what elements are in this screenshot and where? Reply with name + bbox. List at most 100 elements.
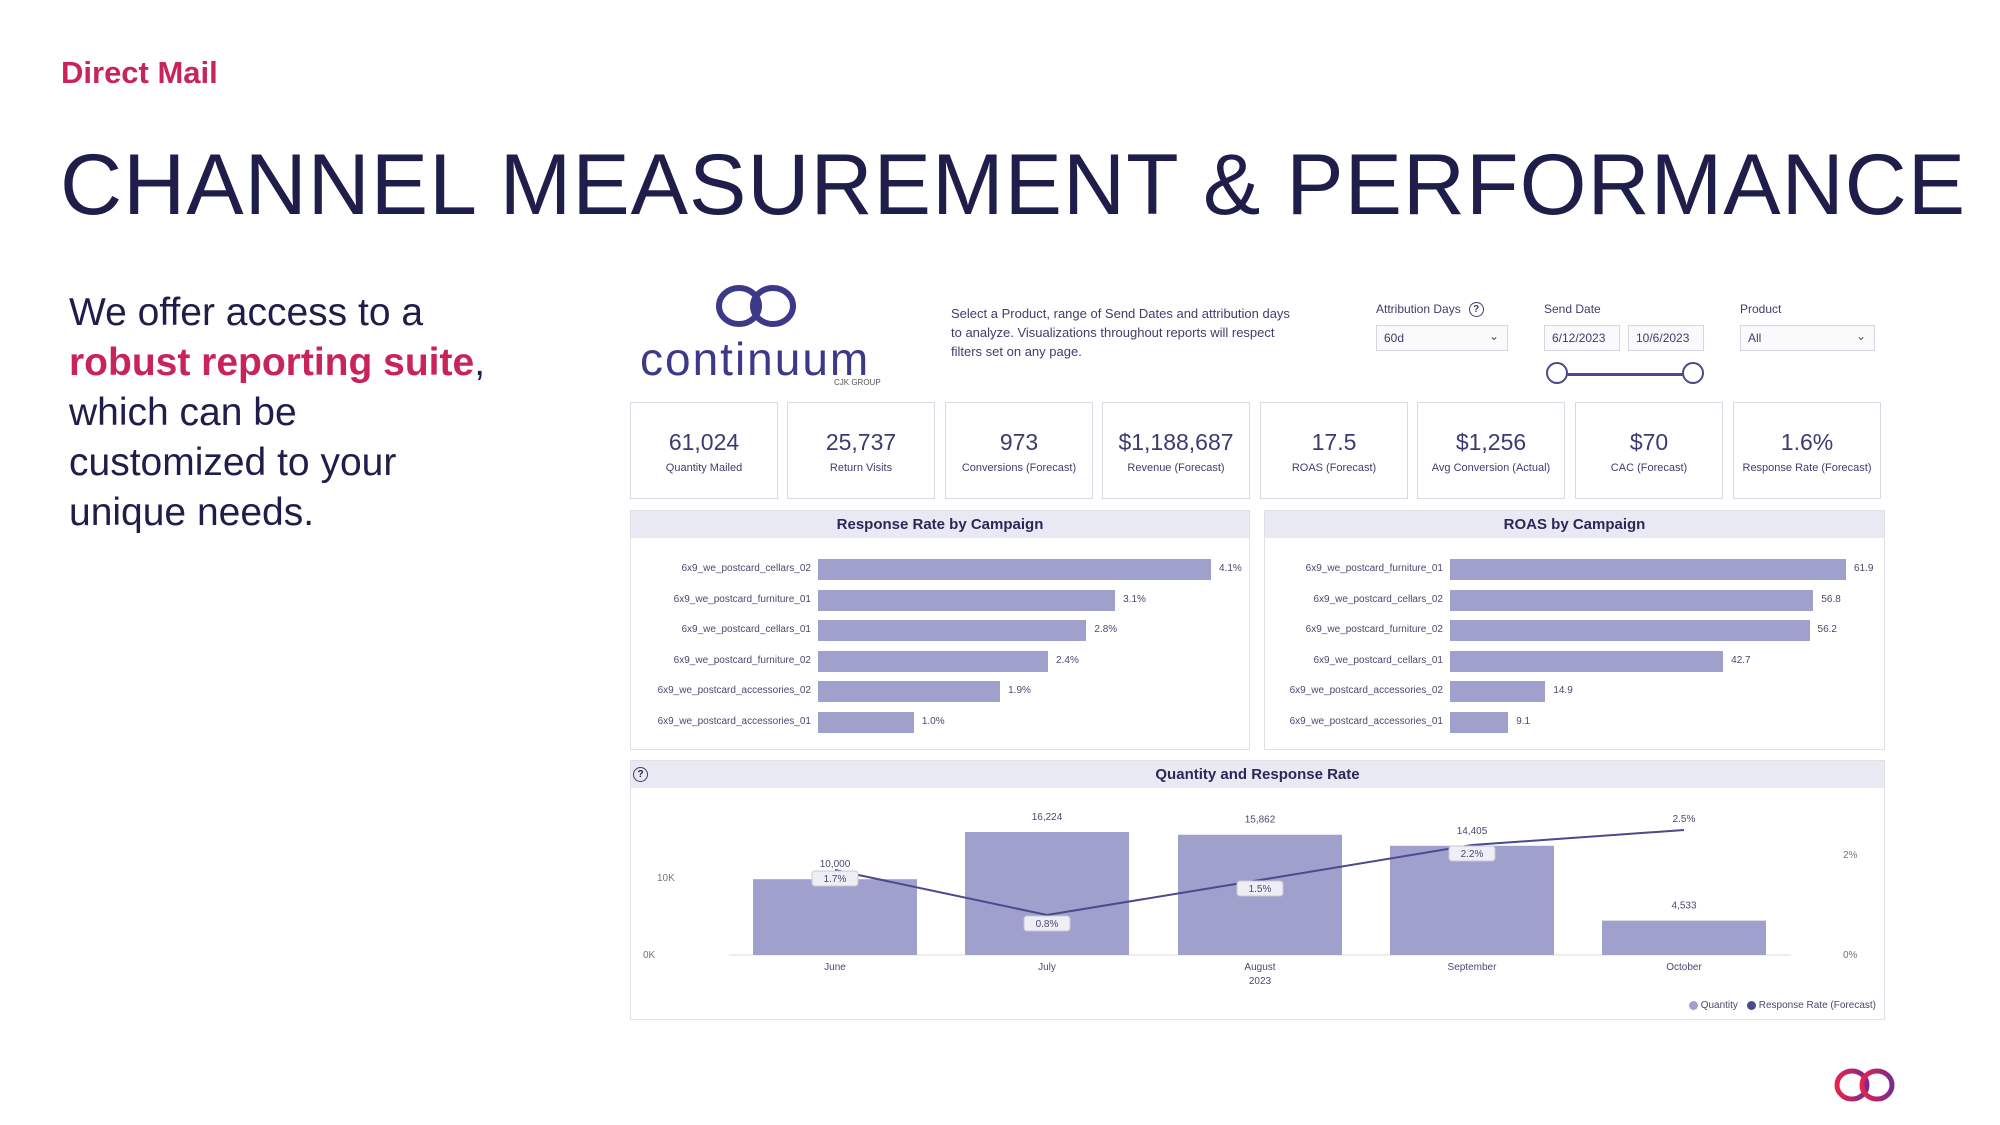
bar-value-label: 4.1% [1219,563,1242,574]
bar-category-label: 6x9_we_postcard_accessories_01 [657,715,811,727]
bar-value-label: 1.9% [1008,685,1031,696]
rate-value-label: 1.5% [1249,884,1272,895]
legend-quantity-swatch [1688,1000,1698,1010]
bar[interactable] [1450,589,1814,611]
x-sublabel: 2023 [1249,976,1272,987]
bar-category-label: 6x9_we_postcard_furniture_02 [1305,624,1443,635]
y2-tick-label: 2% [1843,850,1858,861]
rate-label-box [1023,915,1071,932]
y-tick-label: 10K [657,873,675,884]
logo-wordmark: continuum [640,333,871,385]
quantity-response-chart: Quantity and Response Rate ? 10K 0K 2% 0% 10… [630,760,1885,1020]
intro-line: customized to your [69,441,397,484]
slider-end-handle[interactable] [1682,362,1704,384]
rate-value-label: 1.7% [824,874,847,885]
kpi-card: $1,188,687 Revenue (Forecast) [1102,402,1250,499]
response-rate-chart: Response Rate by Campaign 6x9_we_postcar… [630,510,1250,750]
quantity-value-label: 4,533 [1671,901,1696,912]
quantity-value-label: 10,000 [820,859,851,870]
quantity-value-label: 15,862 [1245,815,1276,826]
product-select[interactable]: All ⌄ [1740,325,1875,351]
continuum-logo: continuum CJK GROUP [630,280,890,390]
kpi-card: 973 Conversions (Forecast) [945,402,1093,499]
bar[interactable] [1450,650,1724,672]
kpi-label: Quantity Mailed [665,462,743,474]
logo-mark-icon [716,285,796,327]
help-icon[interactable]: ? [633,767,648,782]
attribution-days-select[interactable]: 60d ⌄ [1376,325,1508,351]
dashboard: continuum CJK GROUP Select a Product, ra… [630,280,1885,1020]
bar[interactable] [1450,681,1546,702]
rate-value-label: 2.5% [1673,814,1696,825]
bar-value-label: 14.9 [1553,685,1573,696]
rate-value-label: 0.8% [1036,919,1059,930]
intro-line: which can be [69,391,297,434]
bar[interactable] [818,650,1049,672]
send-date-start-input[interactable]: 6/12/2023 [1544,325,1620,351]
corner-logo-icon [1834,1068,1895,1102]
send-date-end-input[interactable]: 10/6/2023 [1628,325,1704,351]
roas-chart: ROAS by Campaign 6x9_we_postcard_furnitu… [1264,510,1885,750]
quantity-bar [1390,845,1554,955]
kpi-card: 1.6% Response Rate (Forecast) [1733,402,1881,499]
kpi-value: 17.5 [1311,429,1357,455]
chart-title: ROAS by Campaign [1265,511,1884,538]
kpi-card: 17.5 ROAS (Forecast) [1260,402,1408,499]
logo-subtext: CJK GROUP [834,378,881,387]
product-value: All [1748,331,1762,345]
intro-line: We offer access to a [69,291,424,334]
kpi-label: Avg Conversion (Actual) [1431,462,1551,474]
bar-category-label: 6x9_we_postcard_accessories_01 [1289,715,1443,727]
help-icon[interactable]: ? [1468,302,1484,318]
bar[interactable] [1450,711,1509,733]
attribution-days-label-text: Attribution Days [1376,302,1461,316]
bar-value-label: 9.1 [1516,715,1531,727]
bar-category-label: 6x9_we_postcard_accessories_02 [657,685,811,696]
rate-label-box [811,870,859,887]
kpi-label: ROAS (Forecast) [1291,462,1377,474]
section-label: Direct Mail [61,55,218,90]
product-label: Product [1740,302,1782,316]
bar-value-label: 2.8% [1094,624,1118,635]
slider-start-handle[interactable] [1546,362,1568,384]
bar[interactable] [1450,620,1810,641]
bar-category-label: 6x9_we_postcard_furniture_02 [673,654,811,666]
rate-value-label: 2.2% [1461,849,1484,860]
y2-tick-label: 0% [1843,950,1858,961]
page-title: CHANNEL MEASUREMENT & PERFORMANCE [60,137,1967,233]
quantity-bar [1602,920,1766,955]
kpi-label: Conversions (Forecast) [961,462,1077,474]
bar-category-label: 6x9_we_postcard_furniture_01 [1305,563,1443,574]
kpi-value: 1.6% [1780,429,1834,455]
bar[interactable] [818,589,1116,611]
bar[interactable] [818,681,1001,702]
response-rate-line [834,829,1685,917]
legend-rate-swatch [1746,1000,1756,1010]
bar-category-label: 6x9_we_postcard_cellars_01 [681,624,811,635]
bar[interactable] [818,620,1087,641]
x-tick-label: July [1038,962,1056,973]
combo-chart-svg: 10K 0K 2% 0% 10,000 June 16,224 July 15,862 Augus… [643,812,1858,987]
bar-value-label: 56.2 [1817,624,1837,635]
kpi-card: $1,256 Avg Conversion (Actual) [1417,402,1565,499]
bar[interactable] [818,711,914,733]
kpi-card: 25,737 Return Visits [787,402,935,499]
instructions-text: Select a Product, range of Send Dates an… [951,306,1290,359]
bar-category-label: 6x9_we_postcard_cellars_01 [1313,654,1443,666]
bar-category-label: 6x9_we_postcard_cellars_02 [1313,593,1443,605]
y-tick-label: 0K [643,950,656,961]
x-tick-label: June [824,962,846,973]
intro-highlight: robust reporting suite [69,341,475,384]
legend-quantity-label: Quantity [1700,1000,1738,1011]
kpi-value: $1,256 [1455,429,1527,455]
quantity-bar [965,832,1129,955]
quantity-value-label: 16,224 [1032,812,1063,823]
bar-value-label: 1.0% [921,715,945,727]
chart-title: Quantity and Response Rate [631,761,1884,788]
chart-title: Response Rate by Campaign [631,511,1249,538]
quantity-value-label: 14,405 [1457,826,1488,837]
bar-value-label: 3.1% [1123,593,1146,605]
bar[interactable] [818,559,1211,580]
bar[interactable] [1450,559,1846,580]
send-date-slider[interactable] [1546,360,1704,390]
